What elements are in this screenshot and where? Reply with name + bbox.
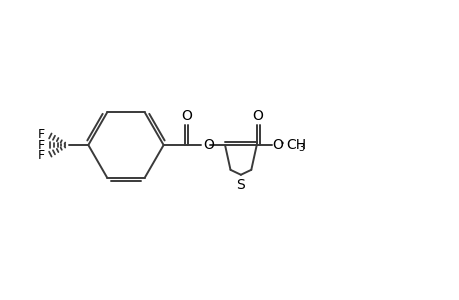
Text: O: O (252, 109, 263, 123)
Text: 3: 3 (297, 142, 303, 152)
Text: F: F (38, 149, 45, 162)
Text: ·: · (279, 135, 284, 153)
Text: O: O (202, 138, 213, 152)
Text: F: F (38, 139, 45, 152)
Text: S: S (236, 178, 245, 192)
Text: O: O (272, 138, 283, 152)
Text: O: O (181, 109, 192, 123)
Text: F: F (38, 128, 45, 141)
Text: CH: CH (285, 138, 305, 152)
